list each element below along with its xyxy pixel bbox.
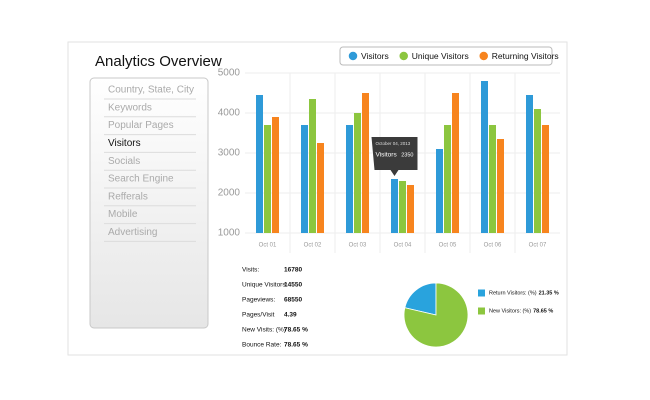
stat-label: Bounce Rate: <box>242 342 282 349</box>
bar[interactable] <box>391 179 398 233</box>
bar[interactable] <box>399 181 406 233</box>
bar[interactable] <box>407 185 414 233</box>
bar[interactable] <box>256 95 263 233</box>
pie-slice[interactable] <box>404 282 437 316</box>
pie-legend-value: 78.65 % <box>533 308 553 314</box>
y-tick-label: 4000 <box>218 108 241 119</box>
bar[interactable] <box>309 99 316 233</box>
tooltip-pointer <box>390 170 399 176</box>
stat-label: Visits: <box>242 267 259 274</box>
bar[interactable] <box>489 125 496 233</box>
legend-swatch <box>347 50 359 62</box>
menu-item[interactable]: Country, State, City <box>108 85 194 96</box>
bar[interactable] <box>264 125 271 233</box>
pie-legend-value: 21.35 % <box>539 290 559 296</box>
sidebar <box>89 77 209 329</box>
pie-slice[interactable] <box>403 282 469 348</box>
legend-box <box>339 46 553 66</box>
stat-label: Pages/Visit <box>242 312 275 319</box>
x-tick-label: Oct 05 <box>439 243 457 249</box>
bar[interactable] <box>526 95 533 233</box>
stat-label: Pageviews: <box>242 297 275 304</box>
bar[interactable] <box>354 113 361 233</box>
bar[interactable] <box>301 125 308 233</box>
bar[interactable] <box>317 143 324 233</box>
bar[interactable] <box>452 93 459 233</box>
bar[interactable] <box>346 125 353 233</box>
x-tick-label: Oct 07 <box>529 243 547 249</box>
legend-label[interactable]: Visitors <box>361 51 389 61</box>
tooltip-value: 2350 <box>401 152 413 158</box>
y-tick-label: 5000 <box>218 68 241 79</box>
bar[interactable] <box>534 109 541 233</box>
pie-legend-label: New Visitors: (%) <box>489 308 531 314</box>
stat-label: New Visits: (%) <box>242 327 286 334</box>
bar[interactable] <box>481 81 488 233</box>
x-tick-label: Oct 01 <box>259 243 277 249</box>
legend-label[interactable]: Unique Visitors <box>412 51 469 61</box>
legend-label[interactable]: Returning Visitors <box>492 51 559 61</box>
stat-value: 78.65 % <box>284 327 308 334</box>
bar[interactable] <box>542 125 549 233</box>
bar[interactable] <box>497 139 504 233</box>
menu-item[interactable]: Visitors <box>108 138 141 149</box>
y-tick-label: 1000 <box>218 228 241 239</box>
menu-item[interactable]: Refferals <box>108 191 148 202</box>
menu-item[interactable]: Search Engine <box>108 174 174 185</box>
bar[interactable] <box>362 93 369 233</box>
tooltip-series: Visitors <box>376 152 398 159</box>
pie-legend-swatch <box>478 289 485 297</box>
tooltip-box <box>371 137 418 170</box>
pie-legend-swatch <box>478 307 485 315</box>
x-tick-label: Oct 03 <box>349 243 367 249</box>
menu-item[interactable]: Keywords <box>108 102 152 113</box>
menu-item[interactable]: Socials <box>108 156 140 167</box>
stat-value: 14550 <box>284 282 302 289</box>
x-tick-label: Oct 06 <box>484 243 502 249</box>
stat-value: 16780 <box>284 267 302 274</box>
stat-value: 4.39 <box>284 312 297 319</box>
x-tick-label: Oct 02 <box>304 243 322 249</box>
bar[interactable] <box>436 149 443 233</box>
x-tick-label: Oct 04 <box>394 243 412 249</box>
menu-item[interactable]: Advertising <box>108 227 157 238</box>
menu-item[interactable]: Popular Pages <box>108 120 174 131</box>
stat-value: 78.65 % <box>284 342 308 349</box>
menu-item[interactable]: Mobile <box>108 209 138 220</box>
stat-label: Unique Visitors: <box>242 282 288 289</box>
tooltip-title: October 04, 2013 <box>376 141 411 146</box>
bar[interactable] <box>272 117 279 233</box>
stat-value: 68550 <box>284 297 302 304</box>
y-tick-label: 3000 <box>218 148 241 159</box>
bar[interactable] <box>444 125 451 233</box>
y-tick-label: 2000 <box>218 188 241 199</box>
legend-swatch <box>477 50 490 62</box>
legend-swatch <box>397 50 410 62</box>
pie-legend-label: Return Visitors: (%) <box>489 290 537 296</box>
page-title: Analytics Overview <box>95 53 222 70</box>
